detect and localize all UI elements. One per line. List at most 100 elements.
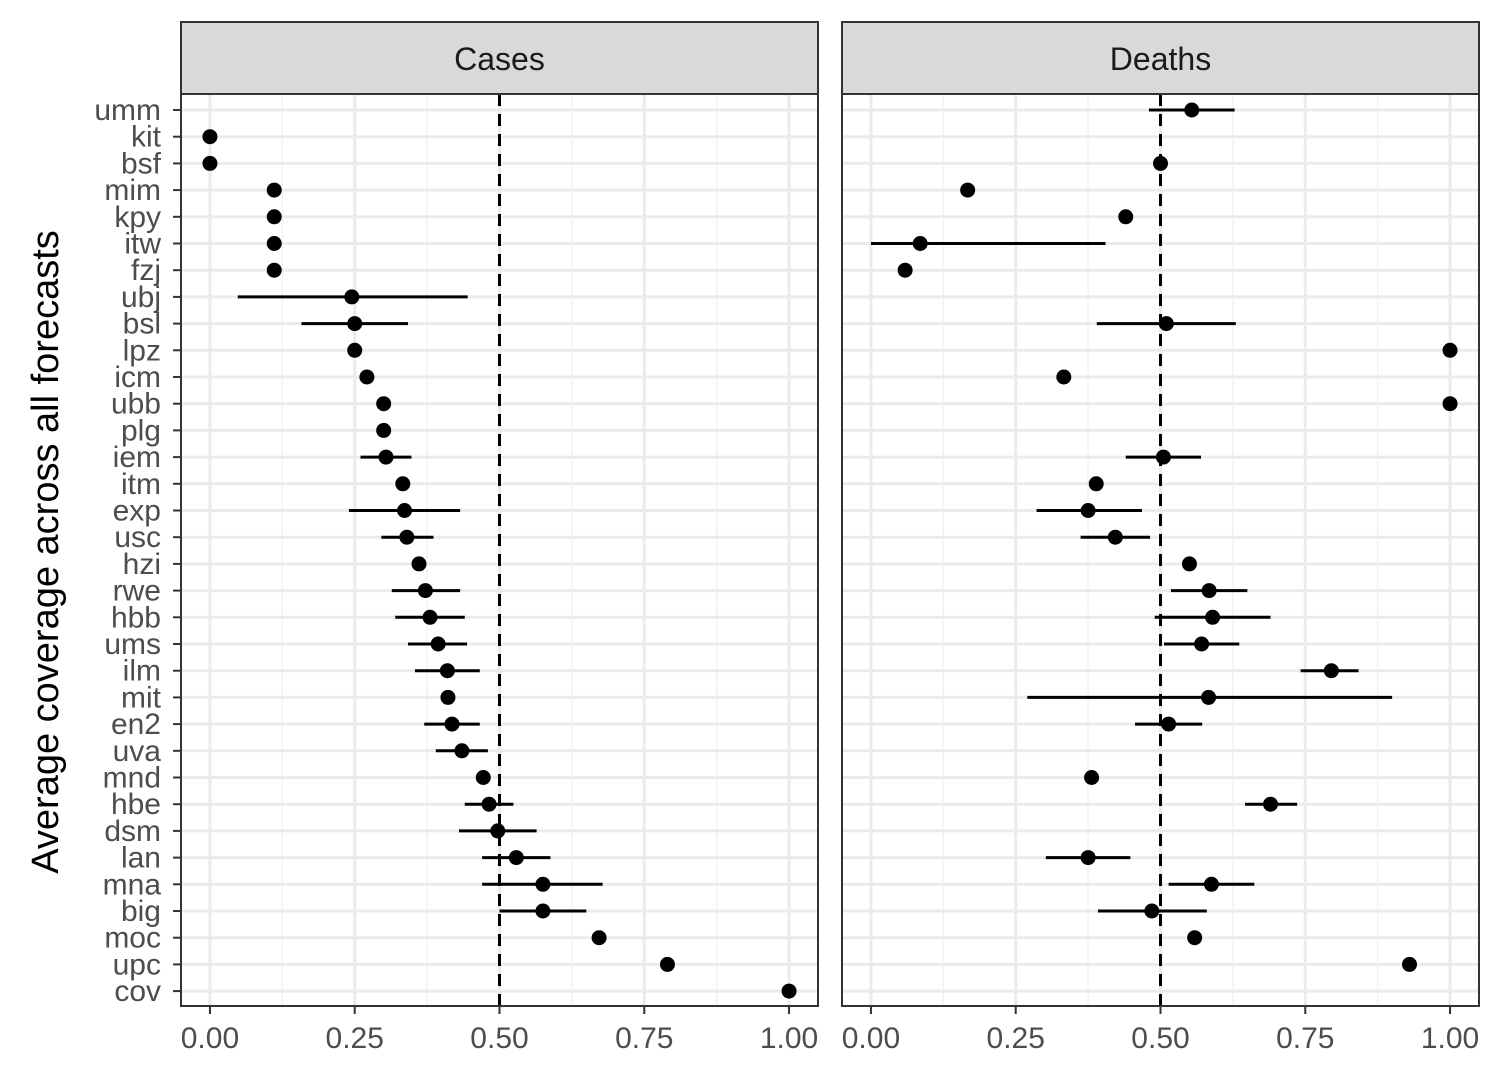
point-ilm: [1323, 663, 1339, 679]
y-tick-label: mnd: [103, 762, 161, 795]
point-ubb: [1442, 396, 1458, 412]
x-tick-label: 0.00: [842, 1022, 900, 1055]
point-big: [1144, 903, 1160, 919]
x-tick-label: 0.25: [987, 1022, 1045, 1055]
point-icm: [359, 369, 375, 385]
point-mna: [1203, 876, 1219, 892]
point-mit: [1201, 689, 1217, 705]
point-itw: [912, 236, 928, 251]
point-ums: [1194, 636, 1210, 652]
panel-strip-label: Cases: [454, 41, 545, 77]
x-tick-label: 0.50: [470, 1022, 528, 1055]
point-fzj: [266, 262, 282, 278]
point-kit: [202, 129, 218, 145]
point-usc: [399, 529, 415, 545]
panel-cases: Cases 0.00 0.25 0.50 0.75 1.00 ummkitbsfmimkpy…: [94, 21, 819, 1055]
y-tick-label: dsm: [104, 815, 161, 848]
y-tick-label: mit: [121, 681, 162, 714]
point-plg: [376, 422, 392, 438]
point-hzi: [411, 556, 427, 572]
y-tick-label: lpz: [123, 334, 161, 367]
point-lan: [1080, 850, 1096, 866]
y-tick-label: plg: [121, 414, 161, 447]
point-itw: [266, 236, 282, 251]
y-axis-label: Average coverage across all forecasts: [25, 230, 67, 874]
point-upc: [1402, 956, 1418, 972]
x-tick-label: 0.25: [326, 1022, 384, 1055]
y-tick-label: icm: [114, 361, 161, 394]
y-tick-label: big: [121, 895, 161, 928]
point-fzj: [897, 262, 913, 278]
point-kpy: [1118, 209, 1134, 225]
x-tick-label: 0.75: [1276, 1022, 1334, 1055]
point-moc: [1187, 930, 1203, 946]
point-ubb: [376, 396, 392, 412]
y-tick-label: bsf: [121, 147, 162, 180]
point-hbb: [1205, 609, 1221, 625]
y-tick-label: bsl: [123, 308, 161, 341]
y-tick-label: mim: [104, 174, 161, 207]
point-bsf: [1153, 155, 1168, 171]
x-tick-label: 0.75: [615, 1022, 673, 1055]
point-usc: [1107, 529, 1123, 545]
y-tick-label: lan: [121, 842, 161, 875]
point-en2: [1161, 716, 1177, 732]
point-uva: [454, 743, 470, 759]
point-bsl: [1158, 316, 1174, 332]
point-lpz: [1442, 342, 1458, 358]
point-mit: [440, 689, 456, 705]
y-tick-label: iem: [113, 441, 161, 474]
y-tick-label: cov: [114, 975, 161, 1008]
panel-deaths: Deaths 0.00 0.25 0.50 0.75 1.00: [841, 21, 1480, 1055]
y-tick-label: usc: [114, 521, 161, 554]
point-ums: [430, 636, 446, 652]
point-ilm: [439, 663, 455, 679]
point-mim: [960, 182, 976, 198]
point-itm: [395, 476, 411, 492]
y-tick-label: hbb: [111, 601, 161, 634]
point-rwe: [1201, 583, 1217, 599]
point-iem: [378, 449, 394, 465]
x-tick-label: 0.00: [181, 1022, 239, 1055]
point-cov: [781, 983, 797, 999]
point-hbe: [481, 796, 497, 812]
point-mna: [535, 876, 551, 892]
y-tick-label: ubj: [121, 281, 161, 314]
y-tick-label: rwe: [113, 575, 161, 608]
x-tick-label: 0.50: [1131, 1022, 1189, 1055]
point-bsl: [347, 316, 363, 332]
point-upc: [659, 956, 675, 972]
point-moc: [591, 930, 607, 946]
point-hbe: [1263, 796, 1279, 812]
point-iem: [1155, 449, 1171, 465]
y-tick-label: ums: [104, 628, 161, 661]
x-tick-label: 1.00: [760, 1022, 818, 1055]
y-tick-label: kit: [131, 121, 162, 154]
panel-strip: [180, 21, 819, 95]
y-tick-label: uva: [113, 735, 162, 768]
y-tick-label: ilm: [123, 655, 161, 688]
y-tick-label: itw: [124, 228, 161, 261]
point-exp: [1080, 503, 1096, 518]
point-dsm: [490, 823, 506, 839]
y-tick-label: itm: [121, 468, 161, 501]
point-exp: [397, 503, 413, 518]
x-tick-label: 1.00: [1421, 1022, 1479, 1055]
y-tick-label: upc: [113, 948, 161, 981]
y-tick-label: ubb: [111, 388, 161, 421]
y-tick-label: umm: [94, 94, 161, 127]
y-tick-label: mna: [103, 868, 162, 901]
point-big: [535, 903, 551, 919]
y-tick-label: hbe: [111, 788, 161, 821]
point-lan: [508, 850, 524, 866]
point-hbb: [422, 609, 438, 625]
point-hzi: [1181, 556, 1197, 572]
point-ubj: [344, 289, 360, 305]
y-tick-label: en2: [111, 708, 161, 741]
point-itm: [1088, 476, 1104, 492]
point-mnd: [475, 770, 491, 785]
y-tick-label: moc: [104, 922, 161, 955]
point-mim: [266, 182, 282, 198]
